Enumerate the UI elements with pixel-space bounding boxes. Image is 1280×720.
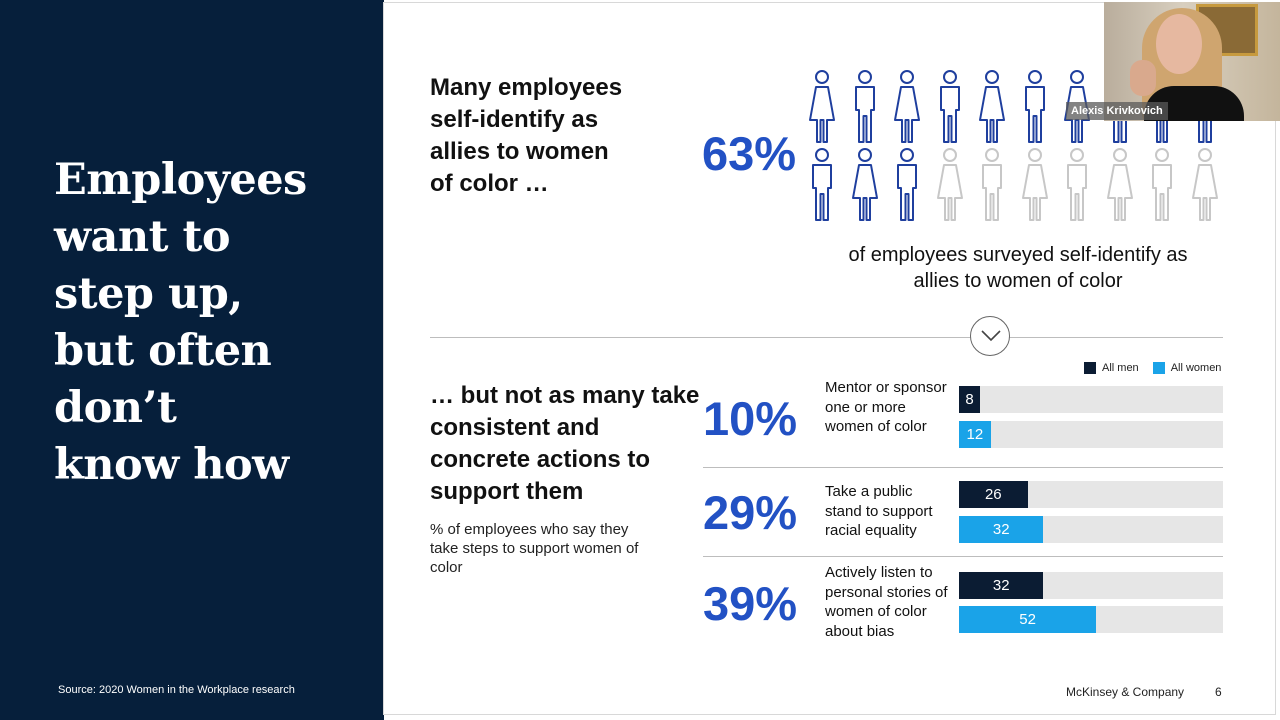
allies-heading: Many employees self-identify as allies t…	[430, 74, 623, 197]
chart-legend: All men All women	[1084, 362, 1221, 374]
legend-swatch-men	[1084, 362, 1096, 374]
bar-track: 8	[959, 386, 1223, 413]
legend-swatch-women	[1152, 362, 1165, 374]
legend-label-men: All men	[1102, 362, 1139, 374]
bar-track: 12	[959, 421, 1223, 448]
source-note: Source: 2020 Women in the Workplace rese…	[58, 684, 295, 696]
bar-women-public-stand: 32	[959, 516, 1044, 543]
legend-label-women: All women	[1170, 362, 1222, 374]
video-person-hand	[1130, 60, 1156, 96]
male-person-icon	[1019, 70, 1051, 144]
section-divider	[430, 337, 1223, 338]
male-person-icon	[891, 148, 923, 222]
male-person-icon	[1061, 148, 1093, 222]
row-label-mentor: Mentor or sponsor one or more women of c…	[825, 379, 947, 435]
legend-item-women: All women	[1152, 362, 1222, 374]
row-label-listen: Actively listen to personal stories of w…	[825, 564, 948, 640]
bar-women-mentor: 12	[959, 421, 991, 448]
participant-name-tag: Alexis Krivkovich	[1066, 102, 1168, 120]
left-panel: Employees want to step up, but often don…	[0, 0, 384, 720]
female-person-icon	[1061, 70, 1093, 144]
male-person-icon	[1146, 148, 1178, 222]
male-person-icon	[976, 148, 1008, 222]
female-person-icon	[976, 70, 1008, 144]
allies-caption: of employees surveyed self-identify as a…	[848, 244, 1188, 292]
female-person-icon	[1019, 148, 1051, 222]
page-number: 6	[1215, 685, 1222, 699]
male-person-icon	[934, 70, 966, 144]
bar-men-public-stand: 26	[959, 481, 1028, 508]
bar-women-listen: 52	[959, 606, 1097, 633]
video-person-face	[1156, 14, 1202, 74]
female-person-icon	[891, 70, 923, 144]
female-person-icon	[934, 148, 966, 222]
male-person-icon	[806, 148, 838, 222]
female-person-icon	[806, 70, 838, 144]
actions-heading: … but not as many take consistent and co…	[430, 382, 700, 505]
female-person-icon	[849, 148, 881, 222]
male-person-icon	[849, 70, 881, 144]
company-brand: McKinsey & Company	[1066, 685, 1185, 699]
bar-track: 52	[959, 606, 1223, 633]
female-person-icon	[1104, 148, 1136, 222]
row-label-public-stand: Take a public stand to support racial eq…	[825, 483, 933, 539]
chevron-down-icon	[970, 316, 1010, 356]
female-person-icon	[1189, 148, 1221, 222]
bar-men-listen: 32	[959, 572, 1044, 599]
bar-men-mentor: 8	[959, 386, 981, 413]
row-percent-listen: 39%	[703, 577, 798, 630]
row-percent-mentor: 10%	[703, 392, 798, 445]
row-divider	[703, 467, 1223, 468]
row-divider	[703, 556, 1223, 557]
bar-track: 32	[959, 516, 1223, 543]
participant-video-tile[interactable]	[1104, 2, 1280, 121]
slide-title: Employees want to step up, but often don…	[54, 155, 307, 490]
bar-track: 32	[959, 572, 1223, 599]
bar-track: 26	[959, 481, 1223, 508]
actions-subtext: % of employees who say they take steps t…	[430, 521, 639, 576]
allies-percent: 63%	[702, 127, 797, 180]
row-percent-public-stand: 29%	[703, 486, 798, 539]
legend-item-men: All men	[1084, 362, 1139, 374]
